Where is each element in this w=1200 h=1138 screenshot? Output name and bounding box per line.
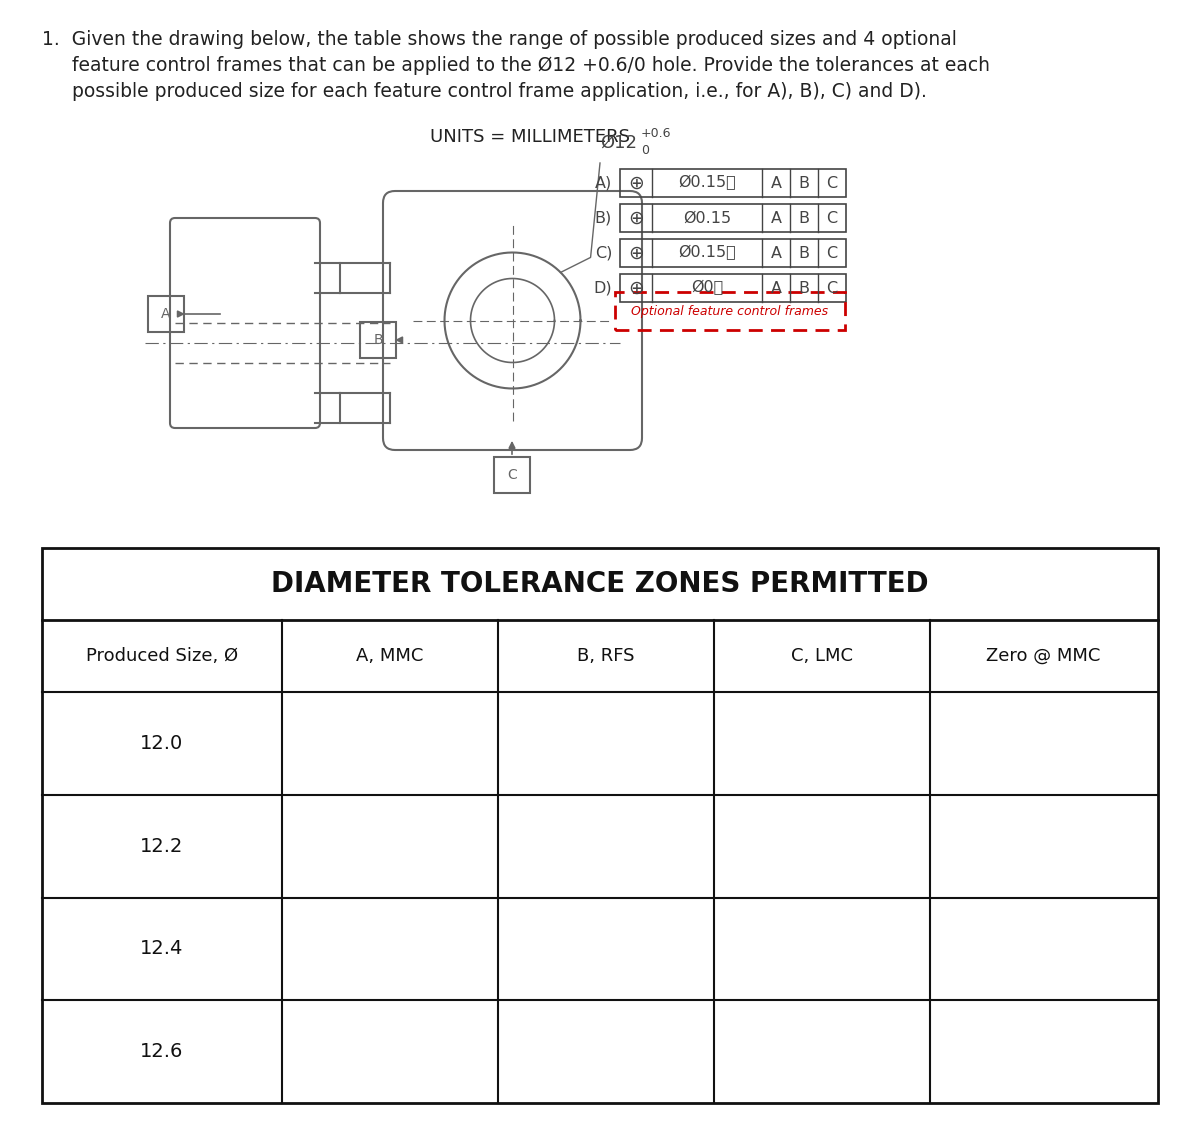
Text: Ø0Ⓜ: Ø0Ⓜ [691, 280, 724, 296]
Text: B, RFS: B, RFS [577, 648, 635, 665]
Bar [620, 239, 846, 267]
Text: ⊕: ⊕ [628, 208, 644, 228]
Text: B: B [798, 280, 810, 296]
Text: C, LMC: C, LMC [791, 648, 853, 665]
Text: ⊕: ⊕ [628, 173, 644, 192]
Text: C: C [508, 468, 517, 483]
Text: A: A [161, 307, 170, 321]
Bar [360, 322, 396, 358]
Text: Ø0.15Ⓛ: Ø0.15Ⓛ [678, 246, 736, 261]
Text: possible produced size for each feature control frame application, i.e., for A),: possible produced size for each feature … [42, 82, 926, 101]
Text: 12.2: 12.2 [140, 836, 184, 856]
Bar [620, 204, 846, 232]
Text: C: C [827, 175, 838, 190]
Text: Ø0.15Ⓜ: Ø0.15Ⓜ [678, 175, 736, 190]
Bar [42, 549, 1158, 1103]
Text: A: A [770, 280, 781, 296]
Text: 12.6: 12.6 [140, 1042, 184, 1061]
Text: B: B [798, 211, 810, 225]
Text: A): A) [595, 175, 612, 190]
Text: D): D) [593, 280, 612, 296]
Bar [494, 457, 530, 493]
Text: C: C [827, 280, 838, 296]
Text: B: B [798, 175, 810, 190]
Text: feature control frames that can be applied to the Ø12 +0.6/0 hole. Provide the t: feature control frames that can be appli… [42, 56, 990, 75]
Text: UNITS = MILLIMETERS: UNITS = MILLIMETERS [430, 127, 630, 146]
Text: 12.0: 12.0 [140, 734, 184, 753]
Text: C): C) [595, 246, 612, 261]
Text: B): B) [595, 211, 612, 225]
Bar [620, 274, 846, 302]
Text: B: B [373, 333, 383, 347]
Text: A: A [770, 246, 781, 261]
Text: ⊕: ⊕ [628, 244, 644, 263]
Bar [620, 170, 846, 197]
Text: Zero @ MMC: Zero @ MMC [986, 648, 1100, 665]
Text: 12.4: 12.4 [140, 939, 184, 958]
Text: C: C [827, 246, 838, 261]
Text: Ø0.15: Ø0.15 [683, 211, 731, 225]
Text: +0.6: +0.6 [641, 126, 672, 140]
Text: ⊕: ⊕ [628, 279, 644, 297]
Text: 1.  Given the drawing below, the table shows the range of possible produced size: 1. Given the drawing below, the table sh… [42, 30, 956, 49]
Text: A, MMC: A, MMC [356, 648, 424, 665]
Text: A: A [770, 175, 781, 190]
Text: Produced Size, Ø: Produced Size, Ø [86, 648, 238, 665]
Text: C: C [827, 211, 838, 225]
Text: 0: 0 [641, 143, 649, 157]
Text: DIAMETER TOLERANCE ZONES PERMITTED: DIAMETER TOLERANCE ZONES PERMITTED [271, 570, 929, 597]
Text: Optional feature control frames: Optional feature control frames [631, 305, 828, 318]
Text: Ø12: Ø12 [600, 134, 637, 152]
Bar [148, 296, 184, 332]
Text: B: B [798, 246, 810, 261]
Text: A: A [770, 211, 781, 225]
Bar [616, 292, 845, 330]
